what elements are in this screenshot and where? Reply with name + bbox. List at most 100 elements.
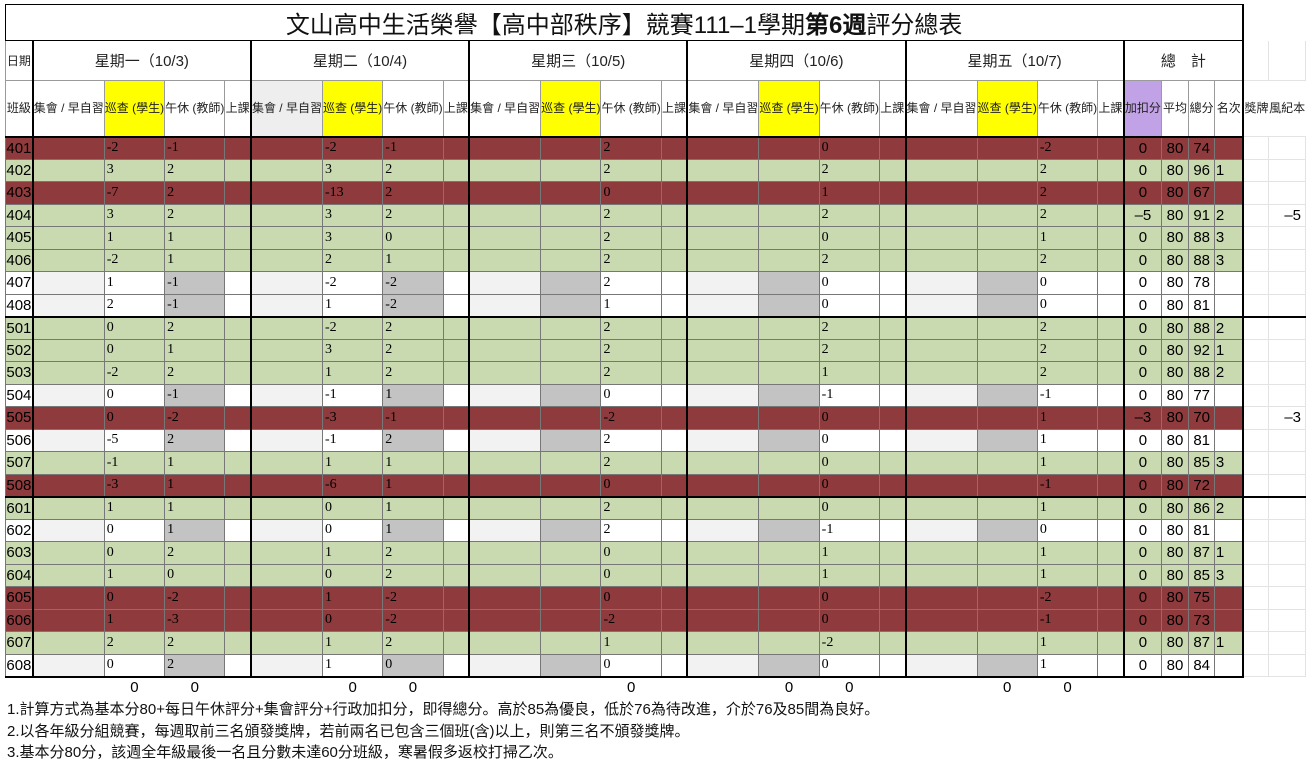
score-cell-thu-lunch[interactable]: 0 [818, 293, 880, 317]
score-cell-thu-class[interactable] [878, 541, 907, 565]
discipline-cell[interactable] [1268, 271, 1306, 295]
class-cell[interactable]: 507 [4, 451, 34, 475]
score-cell-thu-assembly[interactable] [686, 181, 760, 205]
score-cell-fri-class[interactable] [1097, 518, 1125, 542]
score-cell-thu-patrol[interactable] [758, 383, 820, 407]
score-cell-tue-class[interactable] [442, 315, 470, 340]
class-cell[interactable]: 608 [4, 653, 34, 677]
score-cell-wed-class[interactable] [660, 451, 688, 475]
rank-cell[interactable]: 2 [1214, 361, 1245, 385]
score-cell-mon-assembly[interactable] [31, 586, 105, 610]
score-cell-mon-lunch[interactable]: -1 [164, 293, 226, 317]
bonus-cell[interactable]: 0 [1122, 158, 1163, 182]
score-cell-tue-assembly[interactable] [249, 271, 323, 295]
score-cell-fri-class[interactable] [1097, 451, 1125, 475]
score-cell-fri-class[interactable] [1097, 563, 1125, 587]
total-cell[interactable]: 81 [1187, 518, 1216, 542]
score-cell-wed-lunch[interactable]: -2 [600, 406, 662, 430]
bonus-cell[interactable]: 0 [1122, 653, 1163, 677]
total-cell[interactable]: 91 [1187, 203, 1216, 227]
score-cell-fri-assembly[interactable] [904, 361, 978, 385]
score-cell-mon-lunch[interactable]: 0 [164, 563, 226, 587]
score-cell-fri-class[interactable] [1097, 361, 1125, 385]
score-cell-mon-patrol[interactable]: -7 [103, 181, 166, 205]
score-cell-thu-patrol[interactable] [758, 203, 820, 227]
score-cell-tue-patrol[interactable]: -2 [321, 271, 384, 295]
class-cell[interactable]: 602 [4, 518, 34, 542]
class-cell[interactable]: 407 [4, 271, 34, 295]
score-cell-mon-lunch[interactable]: 1 [164, 338, 226, 362]
rank-cell[interactable] [1214, 293, 1245, 317]
score-cell-thu-patrol[interactable] [758, 293, 820, 317]
score-cell-mon-assembly[interactable] [31, 541, 105, 565]
total-cell[interactable]: 85 [1187, 451, 1216, 475]
score-cell-tue-assembly[interactable] [249, 451, 323, 475]
score-cell-wed-class[interactable] [660, 563, 688, 587]
score-cell-tue-lunch[interactable]: 0 [382, 653, 444, 677]
score-cell-thu-assembly[interactable] [686, 495, 760, 520]
total-cell[interactable]: 70 [1187, 406, 1216, 430]
total-cell[interactable]: 87 [1187, 541, 1216, 565]
score-cell-fri-patrol[interactable] [976, 271, 1038, 295]
award-cell[interactable] [1242, 203, 1270, 227]
score-cell-wed-assembly[interactable] [468, 541, 542, 565]
score-cell-thu-class[interactable] [878, 383, 907, 407]
score-cell-mon-patrol[interactable]: 3 [103, 158, 166, 182]
score-cell-wed-lunch[interactable]: 2 [600, 203, 662, 227]
score-cell-tue-patrol[interactable]: 1 [321, 586, 384, 610]
score-cell-thu-class[interactable] [878, 136, 907, 160]
score-cell-wed-assembly[interactable] [468, 518, 542, 542]
score-cell-fri-assembly[interactable] [904, 248, 978, 272]
score-cell-mon-lunch[interactable]: 1 [164, 451, 226, 475]
score-cell-mon-lunch[interactable]: 1 [164, 473, 226, 497]
score-cell-thu-assembly[interactable] [686, 226, 760, 250]
score-cell-mon-assembly[interactable] [31, 518, 105, 542]
score-cell-fri-class[interactable] [1097, 158, 1125, 182]
score-cell-fri-patrol[interactable] [976, 338, 1038, 362]
bonus-cell[interactable]: 0 [1122, 541, 1163, 565]
award-cell[interactable] [1242, 563, 1270, 587]
score-cell-fri-lunch[interactable]: 1 [1036, 631, 1099, 655]
score-cell-wed-assembly[interactable] [468, 383, 542, 407]
discipline-cell[interactable] [1268, 361, 1306, 385]
total-cell[interactable]: 88 [1187, 226, 1216, 250]
score-cell-mon-patrol[interactable]: 1 [103, 495, 166, 520]
score-cell-tue-lunch[interactable]: 2 [382, 203, 444, 227]
score-cell-thu-class[interactable] [878, 563, 907, 587]
score-cell-mon-lunch[interactable]: 1 [164, 518, 226, 542]
score-cell-tue-class[interactable] [442, 361, 470, 385]
award-cell[interactable] [1242, 451, 1270, 475]
award-cell[interactable] [1242, 136, 1270, 160]
score-cell-fri-lunch[interactable]: 1 [1036, 406, 1099, 430]
score-cell-tue-patrol[interactable]: 0 [321, 608, 384, 632]
rank-cell[interactable]: 2 [1214, 203, 1245, 227]
score-cell-thu-class[interactable] [878, 271, 907, 295]
score-cell-thu-assembly[interactable] [686, 541, 760, 565]
score-cell-wed-class[interactable] [660, 653, 688, 677]
score-cell-thu-patrol[interactable] [758, 586, 820, 610]
score-cell-thu-lunch[interactable]: -1 [818, 383, 880, 407]
score-cell-thu-class[interactable] [878, 451, 907, 475]
score-cell-wed-class[interactable] [660, 226, 688, 250]
rank-cell[interactable]: 3 [1214, 226, 1245, 250]
score-cell-fri-class[interactable] [1097, 428, 1125, 452]
score-cell-tue-class[interactable] [442, 653, 470, 677]
score-cell-thu-assembly[interactable] [686, 271, 760, 295]
score-cell-thu-assembly[interactable] [686, 338, 760, 362]
score-cell-wed-class[interactable] [660, 473, 688, 497]
class-cell[interactable]: 605 [4, 586, 34, 610]
score-cell-tue-assembly[interactable] [249, 586, 323, 610]
score-cell-tue-patrol[interactable]: 3 [321, 226, 384, 250]
score-cell-tue-assembly[interactable] [249, 428, 323, 452]
bonus-cell[interactable]: 0 [1122, 518, 1163, 542]
score-cell-wed-lunch[interactable]: 2 [600, 518, 662, 542]
score-cell-mon-class[interactable] [224, 495, 252, 520]
score-cell-mon-assembly[interactable] [31, 383, 105, 407]
score-cell-fri-class[interactable] [1097, 541, 1125, 565]
class-cell[interactable]: 408 [4, 293, 34, 317]
score-cell-tue-patrol[interactable]: 1 [321, 541, 384, 565]
score-cell-thu-assembly[interactable] [686, 136, 760, 160]
score-cell-tue-class[interactable] [442, 541, 470, 565]
score-cell-thu-lunch[interactable]: 2 [818, 315, 880, 340]
score-cell-tue-assembly[interactable] [249, 608, 323, 632]
